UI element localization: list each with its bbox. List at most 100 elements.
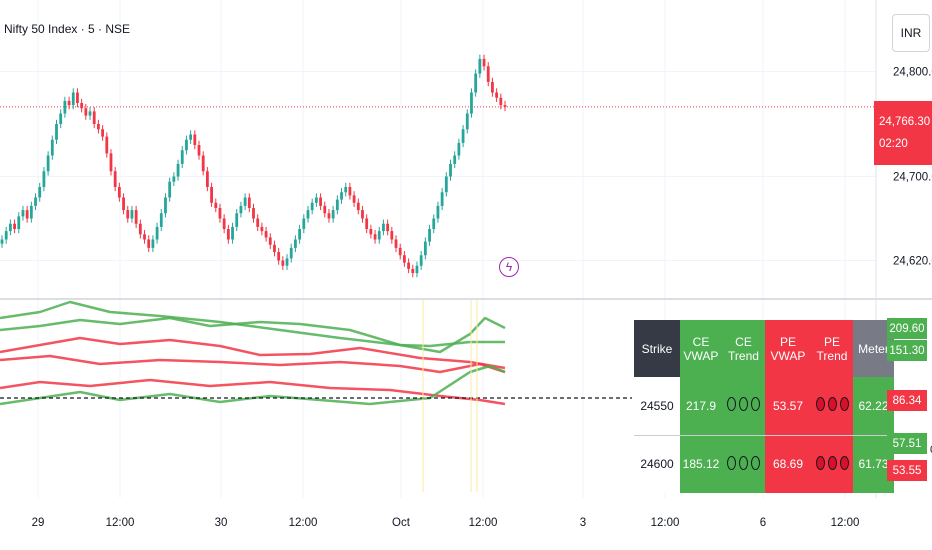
- candle-body: [344, 187, 348, 193]
- pe-vwap-cell: 68.69: [765, 434, 811, 493]
- candle-body: [403, 255, 406, 263]
- pe-trend-cell: [811, 434, 853, 493]
- trend-down-dot: [839, 397, 849, 412]
- candle-body: [147, 239, 151, 248]
- candle-body: [281, 260, 285, 266]
- candle-body: [168, 181, 172, 198]
- candle-body: [155, 226, 159, 240]
- candle-body: [289, 247, 293, 259]
- candle-body: [314, 197, 318, 203]
- candle-body: [361, 210, 364, 219]
- candle-body: [172, 176, 176, 182]
- trend-up-dot: [751, 397, 760, 412]
- trend-up-dot: [727, 455, 736, 470]
- candle-body: [38, 187, 42, 198]
- col-pe-vwap: PE VWAP: [765, 320, 811, 377]
- price-tick-label: 24,700.00: [893, 172, 932, 184]
- candle-body: [130, 210, 134, 219]
- candle-body: [84, 108, 88, 116]
- candle-body: [101, 129, 104, 137]
- indicator-value-badge: 53.55: [887, 460, 927, 481]
- candle-body: [239, 205, 243, 214]
- candle-body: [503, 105, 507, 107]
- chart-title: Nifty 50 Index · 5 · NSE: [4, 22, 131, 36]
- trend-down-dot: [815, 455, 825, 470]
- last-price: 24,766.30: [879, 116, 931, 128]
- candle-body: [226, 229, 230, 240]
- candle-body: [323, 205, 327, 214]
- candle-body: [92, 111, 96, 124]
- currency-button[interactable]: INR: [892, 14, 930, 52]
- candle-body: [453, 155, 457, 164]
- trend-down-dot: [827, 455, 837, 470]
- candle-body: [159, 213, 163, 227]
- candle-body: [185, 139, 188, 151]
- candle-body: [428, 229, 431, 242]
- candle-body: [465, 113, 469, 130]
- candle-body: [63, 100, 67, 114]
- pe-vwap-cell: 53.57: [765, 377, 811, 435]
- strike-cell: 24550: [634, 377, 680, 435]
- candle-body: [356, 202, 360, 211]
- col-ce-trend: CE Trend: [722, 320, 765, 377]
- time-tick-label: 29: [32, 517, 45, 529]
- candle-body: [382, 223, 385, 232]
- trend-down-dot: [815, 397, 825, 412]
- candle-body: [0, 239, 4, 244]
- candle-body: [222, 218, 226, 229]
- candle-body: [373, 234, 377, 240]
- candle-body: [122, 197, 125, 211]
- candle-body: [76, 92, 79, 103]
- candle-body: [34, 197, 37, 206]
- indicator-line: [0, 378, 506, 406]
- candle-body: [499, 97, 503, 106]
- bar-countdown: 02:20: [879, 138, 908, 150]
- candle-body: [201, 155, 205, 172]
- candle-body: [377, 231, 381, 240]
- indicator-line: [0, 300, 505, 348]
- table-header-row: Strike CE VWAP CE Trend PE VWAP PE Trend…: [634, 320, 894, 377]
- price-axis: 24,800.00 24,700.00 24,620.00: [893, 67, 932, 268]
- candle-body: [444, 176, 448, 193]
- table-row: 24550 217.9 53.57 62.22: [634, 377, 894, 435]
- candle-body: [432, 218, 436, 229]
- indicator-zero-label: 0: [930, 444, 932, 456]
- last-price-badge: 24,766.30 02:20: [874, 101, 932, 165]
- candle-body: [164, 197, 167, 214]
- col-strike: Strike: [634, 320, 680, 377]
- ce-vwap-cell: 217.9: [680, 377, 722, 435]
- candle-body: [143, 234, 146, 240]
- lightning-icon[interactable]: ϟ: [499, 257, 519, 277]
- time-tick-label: 12:00: [289, 517, 318, 529]
- col-ce-vwap: CE VWAP: [680, 320, 722, 377]
- candle-body: [134, 210, 138, 224]
- candle-body: [478, 58, 482, 74]
- candle-body: [88, 111, 92, 116]
- candle-body: [394, 239, 398, 248]
- candle-body: [470, 92, 473, 114]
- candle-body: [294, 239, 297, 248]
- candle-body: [13, 223, 16, 229]
- indicator-value-badge: 209.60: [887, 318, 927, 339]
- time-tick-label: Oct: [392, 517, 411, 529]
- indicator-value-badge: 57.51: [887, 433, 927, 454]
- time-tick-label: 6: [760, 517, 766, 529]
- indicator-value-badge: 86.34: [887, 390, 927, 411]
- candle-body: [495, 92, 499, 98]
- candle-body: [482, 58, 486, 67]
- candle-body: [21, 210, 25, 217]
- ce-vwap-cell: 185.12: [680, 434, 722, 493]
- candle-body: [256, 218, 260, 227]
- indicator-line: [0, 336, 506, 370]
- candle-body: [348, 187, 352, 196]
- time-tick-label: 3: [580, 517, 586, 529]
- candle-body: [59, 113, 63, 124]
- candle-body: [46, 155, 50, 172]
- candle-body: [29, 205, 33, 219]
- candle-body: [419, 255, 423, 266]
- candle-body: [25, 210, 29, 219]
- candle-body: [67, 100, 71, 106]
- pe-trend-cell: [811, 377, 853, 435]
- candle-body: [243, 197, 247, 206]
